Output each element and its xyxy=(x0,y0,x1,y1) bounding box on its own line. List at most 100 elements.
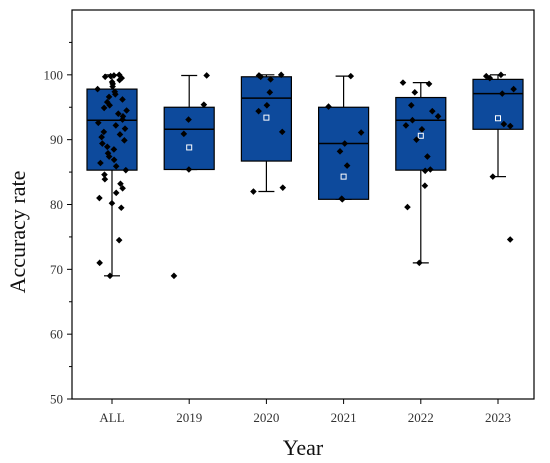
data-point xyxy=(122,166,130,174)
data-point xyxy=(104,143,111,151)
y-tick-label: 50 xyxy=(50,392,63,407)
data-point xyxy=(117,204,125,212)
x-tick-label: 2023 xyxy=(485,410,511,425)
data-point xyxy=(119,184,126,192)
data-point xyxy=(96,259,103,267)
data-point xyxy=(170,272,178,280)
y-axis: 50 60 70 80 90 100 xyxy=(44,41,72,407)
data-point xyxy=(267,76,274,83)
data-point xyxy=(341,140,349,147)
x-tick-label: 2021 xyxy=(331,410,357,425)
data-point xyxy=(407,102,415,109)
data-point xyxy=(416,259,423,267)
data-point xyxy=(104,149,112,157)
data-point xyxy=(404,203,411,211)
data-point xyxy=(121,125,129,132)
y-axis-title: Accuracy rate xyxy=(5,171,30,294)
data-point xyxy=(343,162,351,169)
data-point xyxy=(278,128,286,136)
data-point xyxy=(421,167,429,175)
data-point xyxy=(105,93,113,101)
data-point xyxy=(250,188,257,195)
data-point xyxy=(110,156,118,164)
data-point xyxy=(434,113,442,120)
data-point xyxy=(500,120,508,128)
data-point xyxy=(112,162,120,170)
x-axis-title: Year xyxy=(283,435,324,460)
y-tick-label: 60 xyxy=(50,327,63,342)
data-point xyxy=(101,175,109,183)
iqr-box xyxy=(472,78,524,130)
data-point xyxy=(112,122,120,129)
y-tick-label: 80 xyxy=(50,197,63,212)
data-point xyxy=(115,236,123,244)
y-tick-label: 90 xyxy=(50,132,63,147)
mean-marker xyxy=(495,115,501,122)
mean-marker xyxy=(263,114,270,121)
plot-area xyxy=(71,9,535,400)
data-point xyxy=(106,272,114,280)
iqr-box xyxy=(163,106,215,171)
data-point xyxy=(100,128,108,136)
boxes xyxy=(86,74,524,277)
data-point xyxy=(399,79,407,86)
data-point xyxy=(506,236,514,243)
data-point xyxy=(119,96,126,103)
data-point xyxy=(112,90,119,98)
x-axis: ALL 2019 2020 2021 2022 2023 xyxy=(99,399,511,425)
y-tick-label: 100 xyxy=(44,67,64,82)
box-2020 xyxy=(240,74,292,193)
data-points xyxy=(94,71,517,280)
data-point xyxy=(421,182,429,189)
x-tick-label: 2022 xyxy=(408,410,434,425)
data-point xyxy=(180,130,188,138)
box-2021 xyxy=(318,75,370,200)
data-point xyxy=(424,153,431,160)
data-point xyxy=(497,71,505,79)
data-point xyxy=(429,107,436,115)
iqr-box xyxy=(318,106,370,200)
data-point xyxy=(200,101,208,108)
data-point xyxy=(185,166,193,173)
iqr-box xyxy=(86,88,138,171)
data-point xyxy=(96,194,103,202)
data-point xyxy=(510,85,517,93)
data-point xyxy=(116,76,123,84)
data-point xyxy=(507,122,514,130)
data-point xyxy=(336,148,344,155)
data-point xyxy=(203,72,210,79)
x-tick-label: 2020 xyxy=(253,410,279,425)
data-point xyxy=(347,72,355,80)
data-point xyxy=(486,74,494,82)
data-point xyxy=(279,184,287,191)
data-point xyxy=(498,90,506,97)
data-point xyxy=(402,122,410,129)
data-point xyxy=(97,159,104,167)
y-tick-label: 70 xyxy=(50,262,63,277)
box-2022 xyxy=(395,82,447,264)
data-point xyxy=(255,107,262,115)
data-point xyxy=(94,85,101,93)
data-point xyxy=(257,73,264,81)
data-point xyxy=(117,180,124,188)
data-point xyxy=(411,89,419,96)
data-point xyxy=(116,131,124,138)
data-point xyxy=(263,102,271,109)
box-2019 xyxy=(163,74,215,171)
data-point xyxy=(119,116,126,123)
plot-frame xyxy=(71,9,535,400)
data-point xyxy=(418,125,426,133)
x-tick-label: 2019 xyxy=(176,410,202,425)
mean-marker xyxy=(340,173,347,180)
mean-marker xyxy=(186,144,193,151)
data-point xyxy=(114,110,122,118)
data-point xyxy=(101,171,108,178)
data-point xyxy=(277,71,285,79)
data-point xyxy=(266,89,274,96)
mean-marker xyxy=(417,132,424,139)
data-point xyxy=(100,104,108,112)
data-point xyxy=(409,116,416,124)
data-point xyxy=(339,196,346,203)
data-point xyxy=(112,189,120,197)
